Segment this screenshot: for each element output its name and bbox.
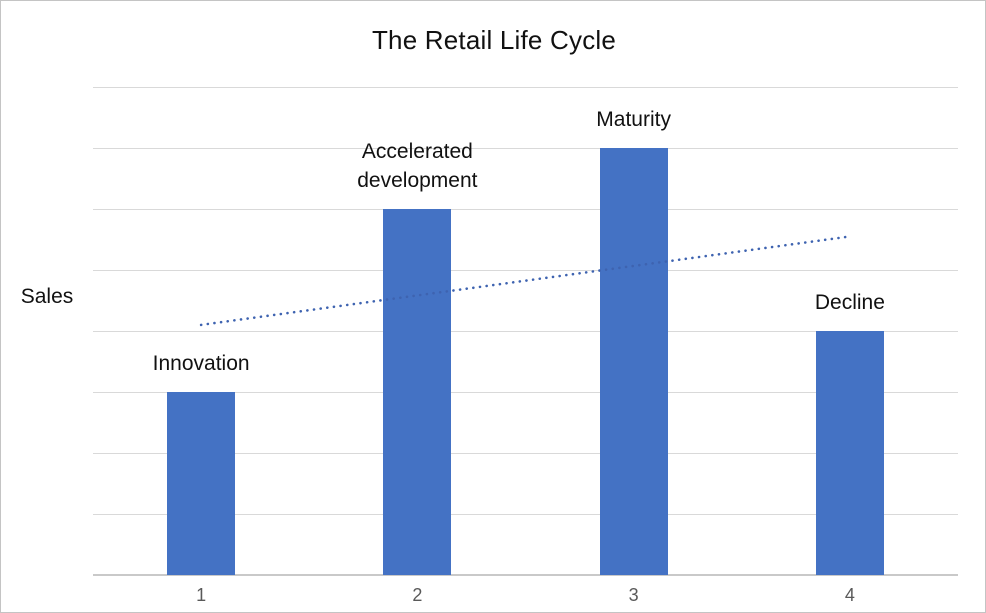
bar-3 (599, 148, 668, 575)
plot-area: Innovation 1 Accelerated development 2 Matur… (93, 87, 958, 605)
x-tick-label-2: 2 (412, 585, 423, 605)
x-tick-label-1: 1 (196, 585, 207, 605)
bar-1 (167, 392, 236, 575)
x-tick-label-4: 4 (844, 585, 855, 605)
trendline-path (199, 235, 852, 327)
y-axis-title: Sales (20, 285, 74, 308)
gridline (93, 209, 958, 210)
point-label-4: Decline (814, 291, 885, 315)
gridline (93, 148, 958, 149)
gridline (93, 270, 958, 271)
x-axis-line (93, 574, 958, 576)
gridline (93, 453, 958, 454)
chart-title: The Retail Life Cycle (371, 25, 617, 55)
bar-4 (815, 331, 884, 575)
x-tick-label-3: 3 (628, 585, 639, 605)
gridline (93, 87, 958, 88)
point-label-1: Innovation (152, 352, 250, 376)
trendline (199, 235, 852, 327)
gridline (93, 331, 958, 332)
gridline (93, 392, 958, 393)
point-label-3: Maturity (596, 108, 671, 132)
point-label-2: Accelerated development (357, 140, 478, 193)
bar-2 (383, 209, 452, 575)
gridline (93, 514, 958, 515)
